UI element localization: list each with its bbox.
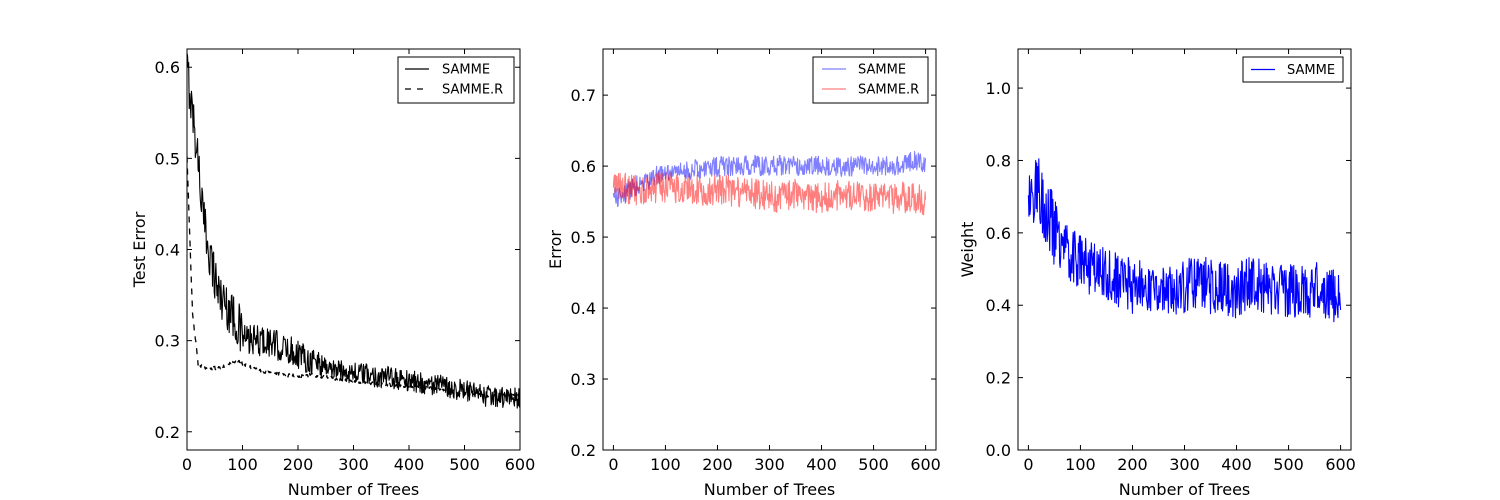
x-tick-label: 600: [1325, 455, 1356, 474]
y-tick-label: 0.6: [571, 157, 596, 176]
y-axis-label: Weight: [958, 222, 977, 278]
y-tick-label: 0.2: [986, 369, 1011, 388]
x-tick-label: 600: [505, 455, 536, 474]
x-tick-label: 600: [910, 455, 941, 474]
plot-lines: [612, 150, 927, 216]
y-tick-label: 0.5: [571, 228, 596, 247]
x-tick-label: 200: [283, 455, 314, 474]
legend-label-samme: SAMME: [858, 63, 906, 78]
legend-label-samme-r: SAMME.R: [442, 83, 503, 98]
y-axis-label: Test Error: [130, 211, 149, 288]
y-tick-label: 0.7: [571, 86, 596, 105]
y-tick-label: 0.6: [986, 224, 1011, 243]
series-line-samme-r: [612, 171, 927, 216]
ticks: 0 100 200 300 400 500 600 0.2 0.3 0.4 0.5 0.6: [155, 49, 536, 474]
ticks: 0 100 200 300 400 500 600 0.2 0.3 0.4 0.5 0.6 0.7: [571, 49, 941, 474]
x-tick-label: 100: [1065, 455, 1096, 474]
x-tick-label: 400: [806, 455, 837, 474]
x-tick-label: 300: [338, 455, 369, 474]
x-tick-label: 0: [608, 455, 618, 474]
x-axis-label: Number of Trees: [704, 480, 836, 499]
error-panel: 0 100 200 300 400 500 600 0.2 0.3 0.4 0.5 0.6 0.7 Nu…: [546, 48, 941, 499]
weight-panel: 0 100 200 300 400 500 600 0.0 0.2 0.4 0.6 0.8 1.0 Nu…: [958, 48, 1356, 499]
y-tick-label: 0.3: [571, 370, 596, 389]
y-tick-label: 0.0: [986, 441, 1011, 460]
y-tick-label: 0.2: [571, 441, 596, 460]
x-tick-label: 400: [1221, 455, 1252, 474]
x-tick-label: 500: [449, 455, 480, 474]
series-line-samme-r: [187, 156, 520, 399]
y-axis-label: Error: [546, 230, 565, 269]
legend: SAMME SAMME.R: [812, 56, 929, 104]
x-tick-label: 100: [227, 455, 258, 474]
x-tick-label: 0: [1023, 455, 1033, 474]
series-line-samme: [187, 52, 520, 409]
x-axis-label: Number of Trees: [1119, 480, 1251, 499]
x-tick-label: 100: [650, 455, 681, 474]
x-axis-label: Number of Trees: [288, 480, 420, 499]
y-tick-label: 0.3: [155, 332, 180, 351]
legend-label-samme: SAMME: [442, 63, 490, 78]
legend: SAMME: [1242, 56, 1344, 83]
series-line-samme: [1027, 158, 1342, 323]
y-tick-label: 0.6: [155, 58, 180, 77]
y-tick-label: 0.4: [155, 241, 180, 260]
y-tick-label: 0.8: [986, 151, 1011, 170]
y-tick-label: 0.4: [986, 296, 1011, 315]
x-tick-label: 200: [1117, 455, 1148, 474]
x-tick-label: 400: [394, 455, 425, 474]
legend-box: [397, 56, 515, 104]
plot-lines: [187, 52, 520, 409]
ticks: 0 100 200 300 400 500 600 0.0 0.2 0.4 0.6 0.8 1.0: [986, 49, 1356, 474]
x-tick-label: 300: [754, 455, 785, 474]
x-tick-label: 500: [858, 455, 889, 474]
legend-label-samme-r: SAMME.R: [858, 83, 919, 98]
y-tick-label: 0.5: [155, 149, 180, 168]
x-tick-label: 300: [1169, 455, 1200, 474]
y-tick-label: 0.2: [155, 423, 180, 442]
test-error-panel: 0 100 200 300 400 500 600 0.2 0.3 0.4 0.5 0.6 Numbe…: [130, 48, 536, 499]
y-tick-label: 1.0: [986, 79, 1011, 98]
legend-label-samme: SAMME: [1287, 63, 1335, 78]
plot-lines: [1027, 158, 1342, 323]
x-tick-label: 200: [702, 455, 733, 474]
x-tick-label: 0: [182, 455, 192, 474]
legend-box: [812, 56, 929, 104]
legend: SAMME SAMME.R: [397, 56, 515, 104]
x-tick-label: 500: [1273, 455, 1304, 474]
y-tick-label: 0.4: [571, 299, 596, 318]
